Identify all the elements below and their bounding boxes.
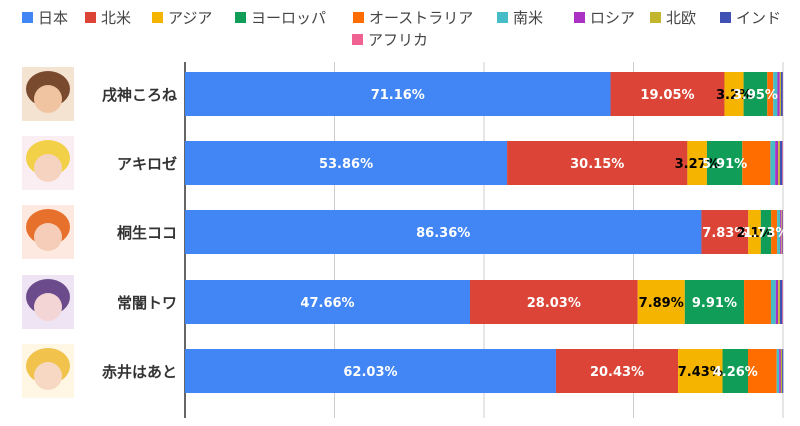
legend-swatch [497, 12, 508, 23]
data-label: 19.05% [640, 88, 694, 103]
legend-swatch [352, 34, 363, 45]
category-label: 戌神ころね [102, 86, 177, 104]
data-label: 9.91% [692, 296, 737, 311]
avatar-face [34, 85, 62, 113]
category-label: 桐生ココ [117, 224, 177, 242]
data-label: 2.1% [737, 226, 773, 241]
bar-segment [678, 349, 723, 393]
legend-swatch [574, 12, 585, 23]
bar-segment [780, 72, 783, 116]
legend-swatch [720, 12, 731, 23]
bar-segment [782, 280, 783, 324]
bar-segment [779, 72, 781, 116]
bar-segment [770, 280, 776, 324]
bar-segment [775, 141, 779, 185]
legend-label: 南米 [513, 9, 543, 27]
bar-segment [684, 280, 745, 324]
data-label: 28.03% [527, 296, 581, 311]
legend-label: 日本 [38, 9, 68, 27]
avatar-face [34, 293, 62, 321]
bar-segment [777, 210, 781, 254]
bar-segment [779, 280, 783, 324]
bar-segment [185, 210, 702, 254]
data-label: 7.89% [639, 296, 684, 311]
bar-segment [760, 210, 772, 254]
avatar-face [34, 223, 62, 251]
data-label: 62.03% [343, 365, 397, 380]
legend-label: ヨーロッパ [251, 9, 326, 27]
bar-segment [748, 349, 777, 393]
bar-segment [185, 72, 611, 116]
bar-segment [185, 141, 508, 185]
data-label: 30.15% [570, 157, 624, 172]
bar-segment [779, 141, 783, 185]
bar-segment [743, 72, 768, 116]
legend-swatch [152, 12, 163, 23]
legend-label: ロシア [590, 9, 635, 27]
bar-segment [771, 210, 778, 254]
bar-segment [185, 280, 471, 324]
data-label: 20.43% [590, 365, 644, 380]
bar-segment [470, 280, 638, 324]
bar-segment [637, 280, 685, 324]
legend-label: インド [736, 9, 781, 27]
data-label: 1.73% [743, 226, 788, 241]
data-label: 3.27% [675, 157, 720, 172]
bar-segment [722, 349, 749, 393]
bar-segment [781, 210, 783, 254]
bar-segment [744, 280, 771, 324]
bar-segment [610, 72, 725, 116]
category-label: 常闇トワ [117, 294, 177, 312]
bar-segment [781, 210, 782, 254]
bar-segment [779, 349, 781, 393]
legend-label: 北米 [101, 9, 131, 27]
bar-segment [773, 72, 778, 116]
bar-segment [780, 210, 782, 254]
legend-label: アジア [168, 9, 212, 27]
avatar-face [34, 362, 62, 390]
data-label: 4.26% [713, 365, 758, 380]
category-label: 赤井はあと [102, 363, 177, 381]
data-label: 47.66% [300, 296, 354, 311]
bar-segment [706, 141, 743, 185]
bar-segment [767, 72, 774, 116]
data-label: 53.86% [319, 157, 373, 172]
data-label: 86.36% [416, 226, 470, 241]
bar-segment [776, 349, 780, 393]
bar-segment [555, 349, 679, 393]
bar-segment [782, 141, 783, 185]
bar-segment [778, 141, 780, 185]
data-label: 71.16% [371, 88, 425, 103]
legend-label: オーストラリア [369, 9, 473, 27]
legend-label: 北欧 [666, 9, 696, 27]
bar-segment [507, 141, 688, 185]
data-label: 7.83% [702, 226, 747, 241]
bar-segment [185, 349, 556, 393]
bar-segment [687, 141, 707, 185]
bar-segment [780, 349, 783, 393]
data-label: 7.43% [678, 365, 723, 380]
category-label: アキロゼ [117, 155, 177, 173]
bar-segment [724, 72, 744, 116]
legend-swatch [650, 12, 661, 23]
data-label: 3.2% [716, 88, 752, 103]
avatar-face [34, 154, 62, 182]
bar-segment [782, 349, 784, 393]
bar-segment [775, 280, 779, 324]
data-label: 5.91% [702, 157, 747, 172]
bar-segment [777, 72, 780, 116]
legend-swatch [353, 12, 364, 23]
legend-swatch [22, 12, 33, 23]
bar-segment [742, 141, 771, 185]
data-label: 3.95% [733, 88, 778, 103]
bar-segment [701, 210, 749, 254]
bar-segment [770, 141, 776, 185]
legend-label: アフリカ [368, 31, 428, 49]
bar-segment [778, 280, 780, 324]
legend-swatch [85, 12, 96, 23]
bar-segment [748, 210, 761, 254]
legend-swatch [235, 12, 246, 23]
